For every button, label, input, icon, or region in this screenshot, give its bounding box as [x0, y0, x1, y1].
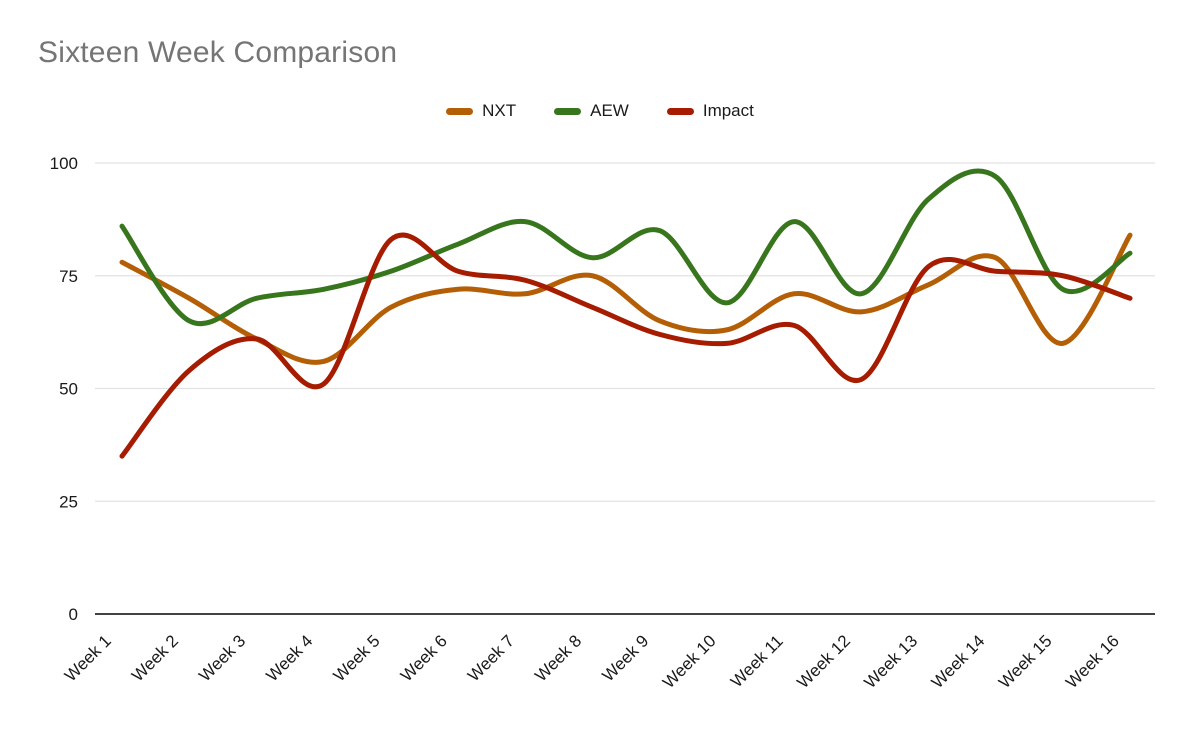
y-axis-tick-label: 100	[50, 154, 78, 173]
x-axis-tick-label: Week 4	[262, 631, 316, 685]
x-axis-tick-label: Week 2	[128, 631, 182, 685]
x-axis-tick-label: Week 15	[995, 631, 1056, 692]
y-axis-tick-label: 0	[69, 605, 78, 624]
x-axis-tick-label: Week 3	[195, 631, 249, 685]
y-axis-tick-label: 25	[59, 492, 78, 511]
legend-item-nxt: NXT	[446, 101, 516, 121]
x-axis-tick-label: Week 1	[61, 631, 115, 685]
x-axis-tick-label: Week 9	[598, 631, 652, 685]
x-axis-tick-label: Week 7	[464, 631, 518, 685]
x-axis-tick-label: Week 14	[928, 631, 989, 692]
legend-label-nxt: NXT	[482, 101, 517, 120]
x-axis-tick-label: Week 16	[1062, 631, 1123, 692]
series-line-nxt	[119, 232, 1133, 365]
legend-swatch-impact	[666, 107, 694, 115]
x-axis-tick-label: Week 11	[727, 631, 787, 691]
chart-title: Sixteen Week Comparison	[38, 36, 398, 69]
legend-label-impact: Impact	[702, 101, 754, 120]
legend-label-aew: AEW	[590, 101, 629, 120]
x-axis-tick-label: Week 13	[861, 631, 922, 692]
legend-swatch-aew	[554, 107, 582, 115]
chart-legend: NXT AEW Impact	[0, 101, 1200, 121]
legend-swatch-nxt	[446, 107, 474, 115]
series-line-impact	[119, 232, 1133, 459]
series-line-aew	[119, 168, 1133, 327]
x-axis-tick-label: Week 8	[531, 631, 585, 685]
x-axis-tick-label: Week 10	[659, 631, 720, 692]
y-axis-tick-label: 75	[59, 267, 78, 286]
legend-item-impact: Impact	[666, 101, 754, 121]
y-axis-tick-label: 50	[59, 380, 78, 399]
x-axis-tick-label: Week 6	[397, 631, 451, 685]
legend-item-aew: AEW	[554, 101, 629, 121]
x-axis-tick-label: Week 12	[793, 631, 854, 692]
x-axis-tick-label: Week 5	[330, 631, 384, 685]
